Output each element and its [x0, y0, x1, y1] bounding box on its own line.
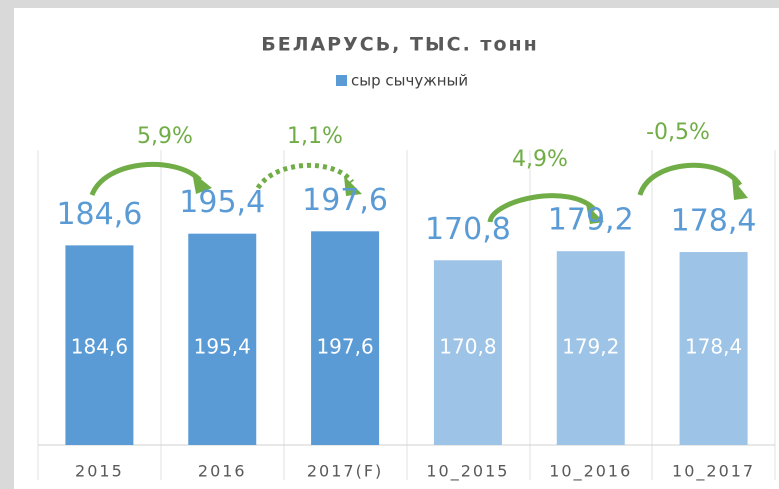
bar: [188, 233, 257, 445]
value-label: 170,8: [439, 335, 496, 359]
x-tick-label: 2015: [75, 462, 124, 481]
x-tick-label: 10_2016: [549, 462, 632, 482]
top-label: 179,2: [548, 203, 634, 238]
annotation: 4,9%: [512, 147, 568, 172]
x-tick-label: 2017(F): [307, 462, 383, 481]
x-tick-label: 10_2015: [426, 462, 509, 482]
value-label: 179,2: [562, 335, 619, 359]
legend-swatch: [336, 75, 347, 86]
value-label: 197,6: [316, 335, 373, 359]
arrow-heads: [192, 172, 748, 224]
separators: [37, 150, 776, 480]
bar: [556, 251, 625, 445]
top-label: 170,8: [425, 212, 511, 247]
top-label: 197,6: [302, 183, 388, 218]
bar: [311, 231, 380, 445]
top-label: 195,4: [179, 185, 265, 220]
arrows: [89, 161, 743, 223]
value-label: 195,4: [194, 335, 251, 359]
bar: [433, 260, 502, 445]
annotation: -0,5%: [646, 120, 710, 145]
top-label: 184,6: [56, 197, 142, 232]
x-tick-label: 2016: [198, 462, 247, 481]
bar: [679, 252, 748, 445]
annotation: 1,1%: [287, 124, 343, 149]
legend-label: сыр сычужный: [351, 72, 468, 90]
value-label: 184,6: [71, 335, 128, 359]
annotation: 5,9%: [137, 124, 193, 149]
value-label: 178,4: [685, 335, 742, 359]
x-tick-label: 10_2017: [672, 462, 755, 482]
chart-title: БЕЛАРУСЬ, ТЫС. тонн: [261, 34, 539, 56]
top-label: 178,4: [671, 204, 757, 239]
bar: [65, 245, 134, 445]
